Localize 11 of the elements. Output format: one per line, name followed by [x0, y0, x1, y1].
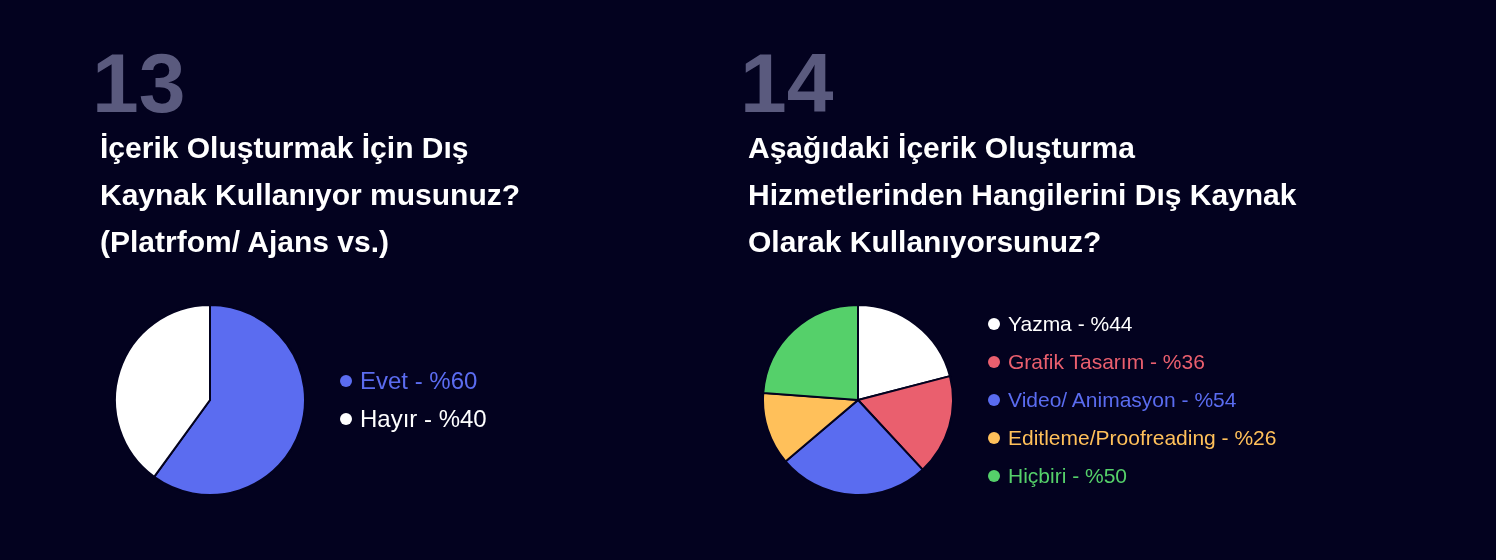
text: 13: [92, 36, 186, 130]
text: 14: [740, 36, 834, 130]
legend-label: Video/ Animasyon - %54: [1008, 388, 1237, 412]
legend-label: Editleme/Proofreading - %26: [1008, 426, 1277, 450]
legend-label: Hiçbiri - %50: [1008, 464, 1128, 488]
legend-label: Evet - %60: [360, 367, 478, 395]
legend-label: Yazma - %44: [1008, 312, 1133, 336]
legend-label: Grafik Tasarım - %36: [1008, 350, 1205, 374]
chart-title: Aşağıdaki İçerik Oluşturma Hizmetlerinden Hangilerini Dış Kaynak Olarak Kullanıyorsunuz?: [748, 131, 1297, 258]
chart-title: İçerik Oluşturmak İçin Dış Kaynak Kullanıyor musunuz? (Platrfom/ Ajans vs.): [100, 131, 521, 258]
legend-label: Hayır - %40: [360, 405, 487, 433]
